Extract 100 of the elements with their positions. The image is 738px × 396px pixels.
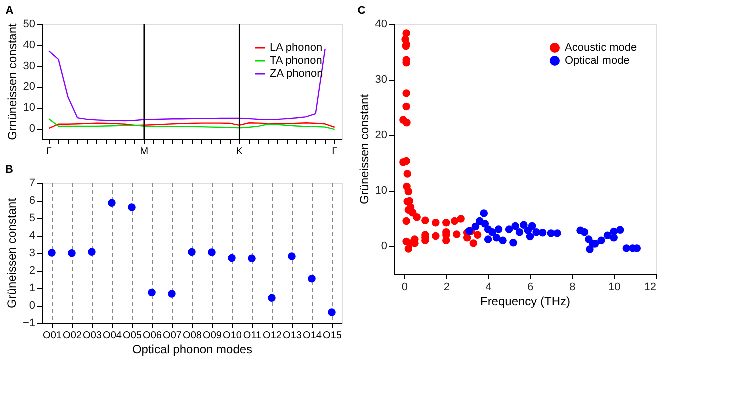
y-tick-label: −1	[22, 318, 36, 330]
point	[528, 222, 536, 230]
point	[472, 222, 480, 231]
point	[108, 199, 116, 207]
y-tick-label: 6	[29, 195, 36, 207]
y-axis-title: Grüneissen constant	[4, 198, 19, 309]
point	[402, 157, 410, 166]
x-tick-label: O09	[203, 330, 222, 342]
point	[484, 236, 492, 244]
y-tick-label: 50	[23, 18, 36, 30]
x-tick-label: 12	[644, 282, 656, 294]
point	[450, 217, 459, 226]
point	[474, 231, 482, 239]
point	[48, 249, 56, 257]
y-tick-label: 30	[23, 60, 36, 72]
y-tick-label: 0	[381, 240, 388, 253]
point	[442, 219, 450, 227]
x-tick-label: O12	[263, 330, 282, 342]
x-tick-label: O03	[83, 330, 102, 342]
x-tick-label: K	[236, 146, 244, 158]
point	[422, 216, 430, 225]
point	[492, 234, 501, 242]
point	[505, 226, 514, 234]
y-tick-label: 40	[23, 39, 36, 52]
point	[520, 221, 528, 229]
x-tick-label: O11	[243, 330, 262, 342]
x-tick-label: 10	[608, 282, 621, 294]
point	[402, 217, 410, 226]
x-tick-label: M	[140, 146, 149, 158]
point	[432, 219, 440, 227]
x-tick-label: O08	[183, 330, 202, 342]
point	[88, 248, 96, 256]
point	[616, 226, 624, 234]
y-tick-label: 5	[29, 212, 36, 224]
legend-label: Acoustic mode	[565, 42, 638, 54]
point	[228, 254, 236, 262]
x-tick-label: 8	[570, 282, 576, 294]
point	[453, 230, 461, 238]
point	[580, 228, 589, 236]
x-tick-label: O10	[223, 330, 242, 342]
point	[554, 230, 562, 238]
point	[481, 220, 490, 228]
legend-label: LA phonon	[270, 42, 323, 54]
line-series	[48, 118, 336, 130]
point	[308, 275, 316, 283]
y-tick-label: 20	[375, 130, 388, 142]
x-tick-label: O06	[143, 330, 162, 342]
legend-label: TA phonon	[270, 55, 322, 67]
y-axis-title: Grüneissen constant	[357, 94, 372, 205]
point	[442, 236, 450, 245]
x-tick-label: Γ	[46, 146, 52, 158]
x-tick-label: 4	[486, 282, 492, 294]
x-tick-label: O05	[123, 330, 142, 342]
point	[402, 102, 410, 111]
x-tick-label: 0	[402, 282, 408, 294]
x-tick-label: O04	[103, 330, 122, 342]
y-tick-label: 40	[375, 18, 388, 30]
point	[604, 232, 612, 240]
point	[403, 119, 411, 127]
point	[188, 248, 196, 256]
point	[128, 204, 136, 212]
point	[480, 210, 488, 218]
chart-title: A	[6, 5, 14, 17]
chart-title: B	[5, 164, 14, 176]
point	[432, 232, 440, 240]
y-tick-label: 3	[29, 248, 36, 260]
y-tick-label: 0	[29, 300, 36, 312]
y-tick-label: 7	[29, 178, 36, 190]
x-tick-label: O01	[43, 330, 62, 342]
point	[516, 228, 524, 236]
point	[208, 248, 216, 256]
x-axis-title: Optical phonon modes	[132, 342, 253, 356]
y-tick-label: 20	[23, 81, 36, 94]
point	[526, 232, 534, 241]
y-axis-title: Grnüneissen constant	[5, 22, 20, 140]
point	[402, 90, 410, 98]
y-tick-label: 30	[375, 74, 388, 86]
point	[610, 234, 618, 242]
x-tick-label: O13	[283, 330, 302, 342]
point	[463, 234, 472, 242]
point	[499, 236, 507, 245]
point	[510, 239, 518, 247]
x-tick-label: O14	[303, 330, 322, 342]
x-tick-label: 6	[528, 282, 534, 294]
y-tick-label: 10	[23, 102, 36, 114]
legend-label: Optical mode	[565, 55, 630, 67]
x-tick-label: O02	[63, 330, 82, 342]
x-tick-label: O15	[323, 330, 342, 342]
point	[538, 229, 547, 237]
point	[457, 215, 465, 223]
point	[288, 252, 296, 260]
y-tick-label: 4	[29, 230, 36, 242]
point	[404, 188, 413, 196]
point	[248, 254, 256, 262]
point	[168, 290, 176, 298]
x-tick-label: Γ	[332, 146, 338, 158]
point	[328, 308, 336, 316]
x-tick-label: 2	[444, 282, 450, 294]
point	[494, 226, 503, 234]
point	[413, 213, 421, 222]
